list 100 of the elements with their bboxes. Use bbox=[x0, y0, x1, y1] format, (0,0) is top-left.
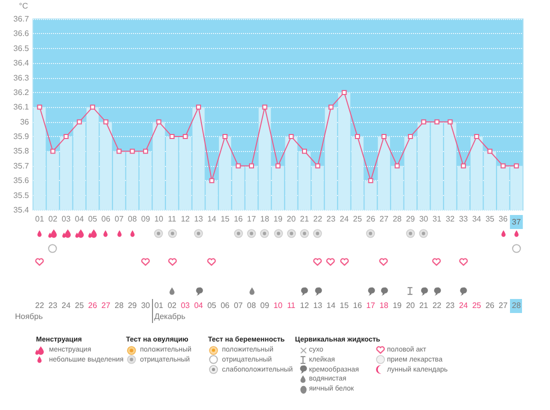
x-tick-label: 22 bbox=[313, 214, 323, 224]
text: 22 bbox=[35, 300, 44, 310]
x-tick-label: 20 bbox=[286, 214, 296, 224]
x-tick-label: 12 bbox=[180, 214, 190, 224]
text: 01 bbox=[154, 300, 164, 310]
x-tick-label: 35 bbox=[485, 214, 495, 224]
point bbox=[103, 119, 108, 124]
point bbox=[182, 134, 188, 140]
point bbox=[262, 104, 268, 110]
text: 28 bbox=[512, 300, 521, 310]
x-tick-label: 05 bbox=[88, 214, 98, 224]
x-tick-label: 33 bbox=[458, 214, 468, 224]
text: 30 bbox=[141, 300, 150, 310]
x-tick-label: 31 bbox=[432, 214, 442, 224]
point bbox=[394, 163, 400, 168]
point bbox=[90, 104, 96, 110]
x-tick-label: 14 bbox=[207, 214, 217, 224]
x-tick-label: 17 bbox=[247, 214, 257, 224]
point bbox=[116, 148, 122, 154]
text: 23 bbox=[446, 300, 455, 310]
x-tick-label: 23 bbox=[326, 214, 336, 224]
point bbox=[130, 148, 135, 154]
point bbox=[64, 134, 69, 140]
text: 05 bbox=[207, 300, 216, 310]
point bbox=[37, 104, 42, 110]
point bbox=[448, 119, 453, 124]
text: 16 bbox=[353, 300, 362, 310]
text: 25 bbox=[472, 300, 482, 310]
text: Декабрь bbox=[154, 312, 186, 321]
x-tick-label: 29 bbox=[406, 214, 416, 224]
x-tick-label: 04 bbox=[74, 214, 84, 224]
point bbox=[460, 163, 466, 168]
point bbox=[421, 119, 426, 124]
text: 06 bbox=[220, 300, 230, 310]
x-tick-label: 10 bbox=[154, 214, 164, 224]
point bbox=[381, 134, 386, 140]
point bbox=[236, 163, 241, 168]
y-tick-label: 36.3 bbox=[13, 73, 30, 82]
y-tick-label: 36.6 bbox=[13, 29, 30, 38]
x-tick-label: 18 bbox=[260, 214, 270, 224]
text: 18 bbox=[379, 300, 388, 310]
point bbox=[500, 163, 506, 168]
text: 09 bbox=[260, 300, 270, 310]
point bbox=[288, 134, 294, 140]
point bbox=[143, 148, 148, 154]
point bbox=[302, 148, 307, 154]
text: 23 bbox=[48, 300, 58, 310]
x-tick-label: 36 bbox=[498, 214, 508, 224]
y-tick-label: 35.6 bbox=[13, 176, 30, 186]
x-tick-label: 30 bbox=[419, 214, 429, 224]
text: 29 bbox=[128, 300, 137, 310]
x-tick-label: 27 bbox=[379, 214, 389, 224]
point bbox=[276, 163, 280, 168]
y-tick-label: 35.9 bbox=[13, 132, 30, 142]
text: 22 bbox=[432, 300, 442, 310]
x-tick-label: 25 bbox=[353, 214, 362, 224]
point bbox=[328, 104, 334, 110]
text: Ноябрь bbox=[15, 312, 43, 321]
y-tick-label: 35.5 bbox=[13, 190, 30, 200]
x-tick-label: 03 bbox=[62, 214, 72, 224]
text: 02 bbox=[168, 300, 176, 310]
x-tick-label: 13 bbox=[194, 214, 204, 224]
text: 21 bbox=[419, 300, 428, 310]
text: 10 bbox=[274, 300, 282, 310]
y-tick-label: 35.7 bbox=[13, 161, 30, 170]
point bbox=[196, 104, 202, 110]
point bbox=[342, 90, 347, 95]
x-tick-label: 32 bbox=[446, 214, 456, 224]
text: 15 bbox=[340, 300, 349, 310]
point bbox=[170, 134, 175, 140]
text: 13 bbox=[313, 300, 322, 310]
point bbox=[514, 163, 519, 168]
x-tick-label: 07 bbox=[114, 214, 124, 224]
x-tick-label: 24 bbox=[340, 214, 350, 224]
point bbox=[315, 163, 320, 168]
text: 04 bbox=[194, 300, 203, 310]
x-tick-label: 01 bbox=[35, 214, 45, 224]
text: 17 bbox=[366, 300, 376, 310]
text: 07 bbox=[234, 300, 243, 310]
text: 27 bbox=[101, 300, 110, 310]
text: 25 bbox=[74, 300, 84, 310]
y-tick-label: 36.2 bbox=[13, 88, 30, 97]
y-tick-label: 36.5 bbox=[13, 44, 30, 53]
text: 26 bbox=[88, 300, 98, 310]
point bbox=[474, 134, 480, 140]
point bbox=[156, 119, 162, 124]
x-tick-label: 08 bbox=[128, 214, 138, 224]
point bbox=[487, 148, 492, 154]
x-tick-label: 34 bbox=[472, 214, 482, 224]
point bbox=[249, 163, 254, 168]
point bbox=[434, 119, 440, 124]
point bbox=[368, 178, 374, 184]
y-tick-label: 35.8 bbox=[13, 146, 30, 156]
point bbox=[222, 134, 228, 140]
y-tick-label: 36 bbox=[20, 117, 30, 126]
text: 20 bbox=[406, 300, 415, 310]
text: 27 bbox=[498, 300, 508, 310]
text: 28 bbox=[114, 300, 124, 310]
text: 26 bbox=[485, 300, 494, 310]
text: 24 bbox=[458, 300, 468, 310]
